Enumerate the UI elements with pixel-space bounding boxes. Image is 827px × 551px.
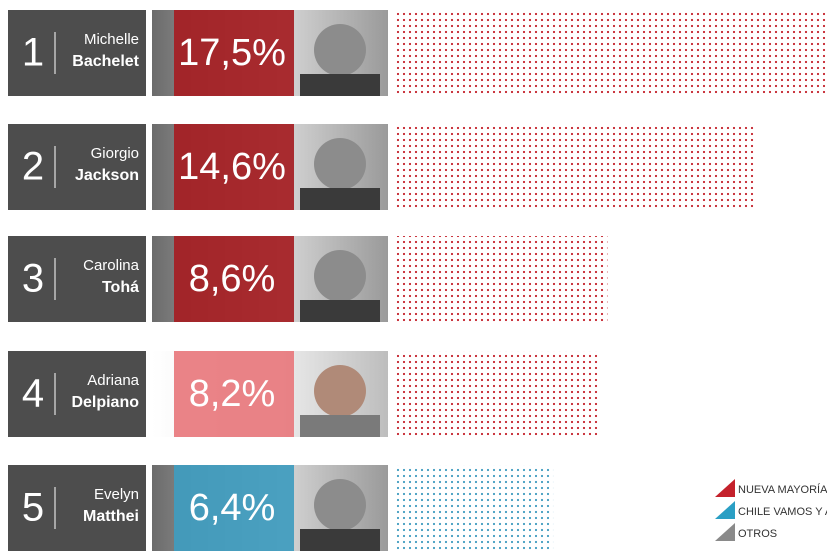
legend-label: CHILE VAMOS Y AI <box>738 506 827 518</box>
percent-box <box>174 236 294 322</box>
legend-label: NUEVA MAYORÍA Y <box>738 483 827 496</box>
value-label: 8,6% <box>189 258 276 300</box>
last-name: Matthei <box>83 508 139 525</box>
portrait <box>314 479 366 531</box>
first-name: Giorgio <box>91 145 139 162</box>
portrait-body <box>300 74 380 96</box>
bar <box>395 351 598 437</box>
rank: 1 <box>22 31 44 75</box>
rank: 5 <box>22 486 44 530</box>
legend-swatch <box>715 523 735 541</box>
last-name: Tohá <box>102 279 139 296</box>
legend-swatch <box>715 501 735 519</box>
percent-box <box>174 465 294 551</box>
rank-box <box>8 236 146 322</box>
portrait-body <box>300 300 380 322</box>
bar <box>395 10 827 96</box>
percent-box <box>174 351 294 437</box>
bar <box>395 236 608 322</box>
last-name: Jackson <box>75 167 139 184</box>
first-name: Carolina <box>83 257 140 274</box>
rank: 2 <box>22 145 44 189</box>
bar <box>395 124 756 210</box>
first-name: Michelle <box>84 31 139 48</box>
rank: 4 <box>22 372 44 416</box>
rank: 3 <box>22 257 44 301</box>
value-label: 17,5% <box>178 32 286 74</box>
rank-box <box>8 465 146 551</box>
last-name: Delpiano <box>71 394 139 411</box>
legend-swatch <box>715 479 735 497</box>
portrait <box>314 138 366 190</box>
last-name: Bachelet <box>72 53 139 70</box>
value-label: 6,4% <box>189 487 276 529</box>
rank-box <box>8 10 146 96</box>
portrait-body <box>300 188 380 210</box>
portrait <box>314 24 366 76</box>
portrait <box>314 365 366 417</box>
portrait <box>314 250 366 302</box>
value-label: 8,2% <box>189 373 276 415</box>
first-name: Adriana <box>87 372 139 389</box>
bar <box>395 465 554 551</box>
legend-label: OTROS <box>738 528 777 540</box>
percent-box <box>174 10 294 96</box>
percent-box <box>174 124 294 210</box>
portrait-body <box>300 529 380 551</box>
rank-box <box>8 124 146 210</box>
first-name: Evelyn <box>94 486 139 503</box>
value-label: 14,6% <box>178 146 286 188</box>
rank-box <box>8 351 146 437</box>
portrait-body <box>300 415 380 437</box>
